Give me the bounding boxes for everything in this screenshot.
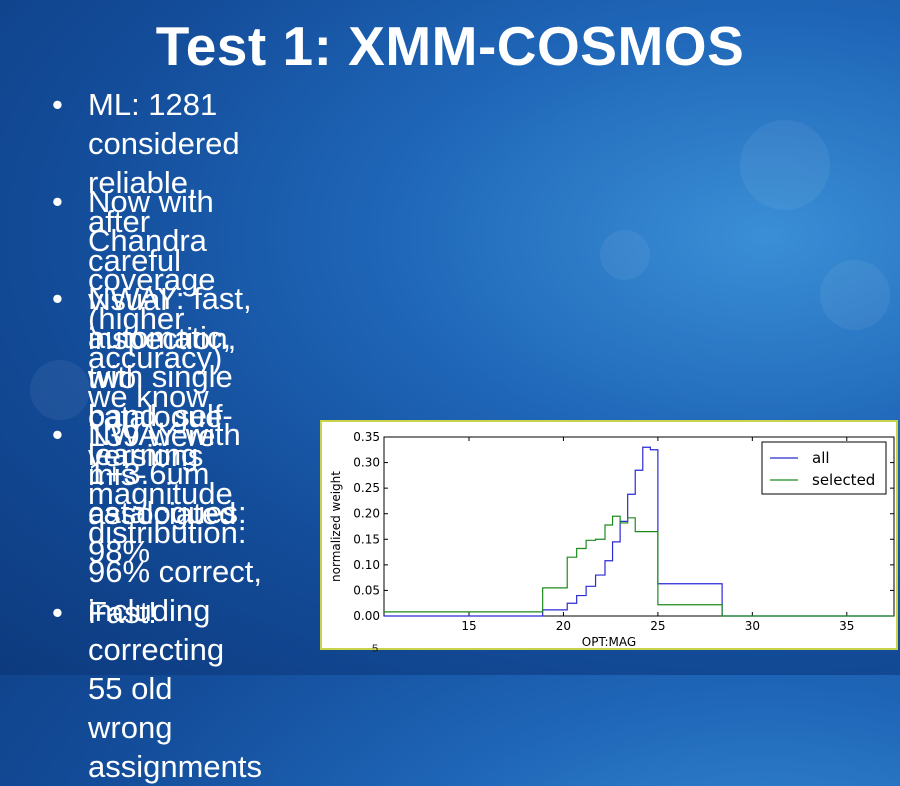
y-tick-label: 0.35 xyxy=(353,430,380,444)
legend-label: selected xyxy=(812,471,875,489)
bullet-text: Fast! xyxy=(88,595,157,630)
background-bokeh xyxy=(600,230,650,280)
chart-panel: 0.00 0.05 0.10 0.15 0.20 0.25 0.30 0.35 15 20 25 30… xyxy=(320,420,898,650)
bullet-text: ML: 1281 considered reliable, after care… xyxy=(88,87,240,473)
bullet-marker: • xyxy=(52,87,63,122)
y-axis-label: normalized weight xyxy=(329,471,343,582)
x-tick-label: 30 xyxy=(745,619,760,633)
bullet-marker: • xyxy=(52,184,63,219)
plot-frame xyxy=(383,436,895,617)
x-tick-label: 25 xyxy=(650,619,665,633)
page-number: 5 xyxy=(372,643,379,655)
bullet-marker: • xyxy=(52,595,63,630)
bullet-marker: • xyxy=(52,281,63,316)
y-tick-label: 0.15 xyxy=(353,532,380,546)
legend-label: all xyxy=(812,449,830,467)
y-tick-label: 0.00 xyxy=(353,609,380,623)
x-tick-label: 20 xyxy=(556,619,571,633)
slide-title: Test 1: XMM-COSMOS xyxy=(155,15,745,77)
bullet-text: Now with Chandra coverage (higher accura… xyxy=(88,184,237,531)
background-bokeh xyxy=(820,260,890,330)
x-axis-label: OPT:MAG xyxy=(582,635,636,648)
histogram-chart: 0.00 0.05 0.10 0.15 0.20 0.25 0.30 0.35 15 20 25 30… xyxy=(329,430,895,649)
y-tick-label: 0.05 xyxy=(353,583,380,597)
y-tick-label: 0.10 xyxy=(353,558,380,572)
bullet-text: NWAY with 1+3.6um catalogues: 98% xyxy=(88,417,247,569)
y-tick-label: 0.20 xyxy=(353,507,380,521)
background-bokeh xyxy=(740,120,830,210)
x-tick-label: 35 xyxy=(839,619,854,633)
legend-box xyxy=(761,441,887,495)
y-tick-label: 0.30 xyxy=(353,456,380,470)
bullet-marker: • xyxy=(52,417,63,452)
series-line-all xyxy=(384,446,894,617)
x-tick-label: 15 xyxy=(461,619,476,633)
y-tick-label: 0.25 xyxy=(353,481,380,495)
background-bokeh xyxy=(30,360,90,420)
series-line-selected xyxy=(384,515,894,617)
